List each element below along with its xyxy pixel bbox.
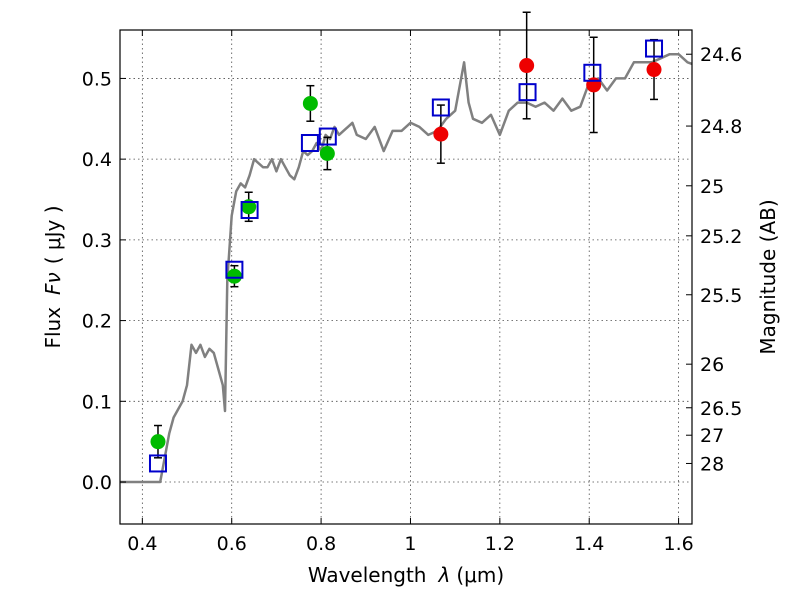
right-tick-label: 24.8 bbox=[700, 116, 742, 138]
model-photometry-square bbox=[645, 39, 664, 58]
model-photometry-square bbox=[431, 98, 450, 117]
observed-point bbox=[241, 199, 257, 215]
model-photometry-square bbox=[240, 201, 259, 220]
y-tick-label: 0.1 bbox=[82, 391, 112, 413]
plot-frame bbox=[119, 29, 693, 525]
observed-point bbox=[433, 126, 449, 142]
x-tick-label: 1.6 bbox=[663, 533, 693, 555]
right-tick-label: 26.5 bbox=[700, 398, 742, 420]
observed-point bbox=[319, 146, 335, 161]
model-photometry-square bbox=[318, 127, 337, 146]
x-axis-label: Wavelength bbox=[308, 563, 427, 587]
observed-point bbox=[302, 95, 318, 111]
right-tick-label: 25 bbox=[700, 176, 724, 198]
y-axis-title: Flux Fν ( μJy ) bbox=[41, 205, 65, 348]
y-tick-label: 0.4 bbox=[82, 149, 112, 171]
y-tick-label: 0.0 bbox=[82, 472, 112, 494]
x-tick-label: 1 bbox=[404, 533, 416, 555]
observed-point bbox=[586, 77, 602, 93]
y-tick-label: 0.2 bbox=[82, 311, 112, 333]
model-photometry-square bbox=[148, 454, 167, 473]
observed-point bbox=[646, 62, 662, 78]
model-photometry-square bbox=[518, 83, 537, 102]
right-tick-label: 27 bbox=[700, 425, 724, 447]
observed-point bbox=[519, 58, 535, 74]
y-axis-label: Flux bbox=[41, 307, 65, 349]
x-tick-label: 0.8 bbox=[306, 533, 336, 555]
y-axis-unit: ( μJy ) bbox=[41, 205, 65, 264]
y-tick-label: 0.3 bbox=[82, 230, 112, 252]
right-tick-label: 28 bbox=[700, 453, 724, 475]
x-axis-unit: (μm) bbox=[456, 563, 504, 587]
model-photometry-square bbox=[583, 63, 602, 82]
model-sed-line bbox=[120, 52, 693, 484]
right-axis-title: Magnitude (AB) bbox=[756, 199, 780, 354]
observed-point bbox=[150, 434, 166, 450]
x-tick-label: 1.4 bbox=[574, 533, 604, 555]
right-tick-label: 25.2 bbox=[700, 226, 742, 248]
model-photometry-square bbox=[225, 260, 244, 279]
x-axis-symbol: λ bbox=[438, 563, 451, 587]
observed-point bbox=[226, 268, 242, 284]
x-axis-title: Wavelength λ (μm) bbox=[308, 563, 504, 587]
x-tick-label: 1.2 bbox=[485, 533, 515, 555]
x-tick-label: 0.6 bbox=[217, 533, 247, 555]
right-tick-label: 26 bbox=[700, 354, 724, 376]
grid-lines bbox=[120, 30, 692, 524]
right-tick-label: 25.5 bbox=[700, 285, 742, 307]
y-tick-label: 0.5 bbox=[82, 68, 112, 90]
right-tick-label: 24.6 bbox=[700, 44, 742, 66]
model-sed-layer bbox=[120, 52, 693, 484]
axis-ticks: 0.4 0.6 0.8 1 1.2 1.4 1.6 0.0 0.1 0.2 0.3 0.4 0.5 24.… bbox=[82, 30, 742, 555]
data-points-layer bbox=[148, 11, 664, 473]
model-photometry-square bbox=[300, 134, 319, 153]
x-tick-label: 0.4 bbox=[127, 533, 157, 555]
y-axis-symbol: Fν bbox=[41, 272, 65, 295]
